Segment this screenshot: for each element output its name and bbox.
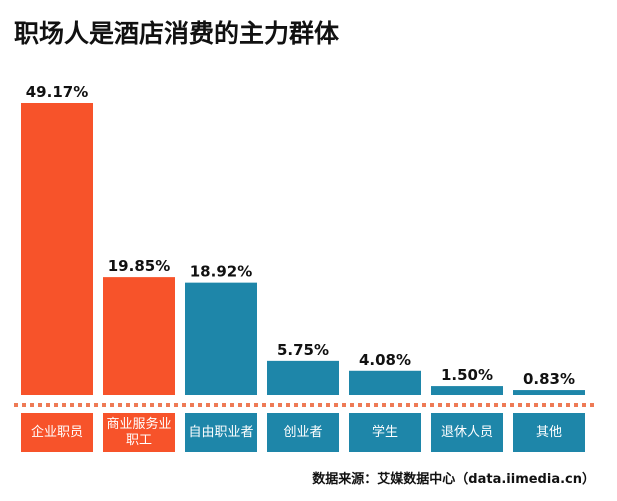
category-label: 其他 xyxy=(513,413,585,452)
data-label: 0.83% xyxy=(523,370,575,388)
category-label: 退休人员 xyxy=(431,413,503,452)
data-label: 5.75% xyxy=(277,341,329,359)
chart-title: 职场人是酒店消费的主力群体 xyxy=(14,19,340,48)
category-label: 自由职业者 xyxy=(185,413,257,452)
bar xyxy=(431,386,503,395)
data-label: 49.17% xyxy=(26,83,88,101)
bar xyxy=(349,370,421,395)
bar xyxy=(185,282,257,395)
category-label: 商业服务业职工 xyxy=(103,413,175,452)
data-label: 19.85% xyxy=(108,257,170,275)
bar xyxy=(21,103,93,395)
category-label: 学生 xyxy=(349,413,421,452)
bar xyxy=(513,390,585,395)
data-label: 18.92% xyxy=(190,263,252,281)
data-label: 1.50% xyxy=(441,366,493,384)
data-label: 4.08% xyxy=(359,351,411,369)
source-note: 数据来源：艾媒数据中心（data.iimedia.cn） xyxy=(312,472,595,487)
bar xyxy=(103,277,175,395)
bar xyxy=(267,360,339,395)
category-label: 企业职员 xyxy=(21,413,93,452)
category-label: 创业者 xyxy=(267,413,339,452)
